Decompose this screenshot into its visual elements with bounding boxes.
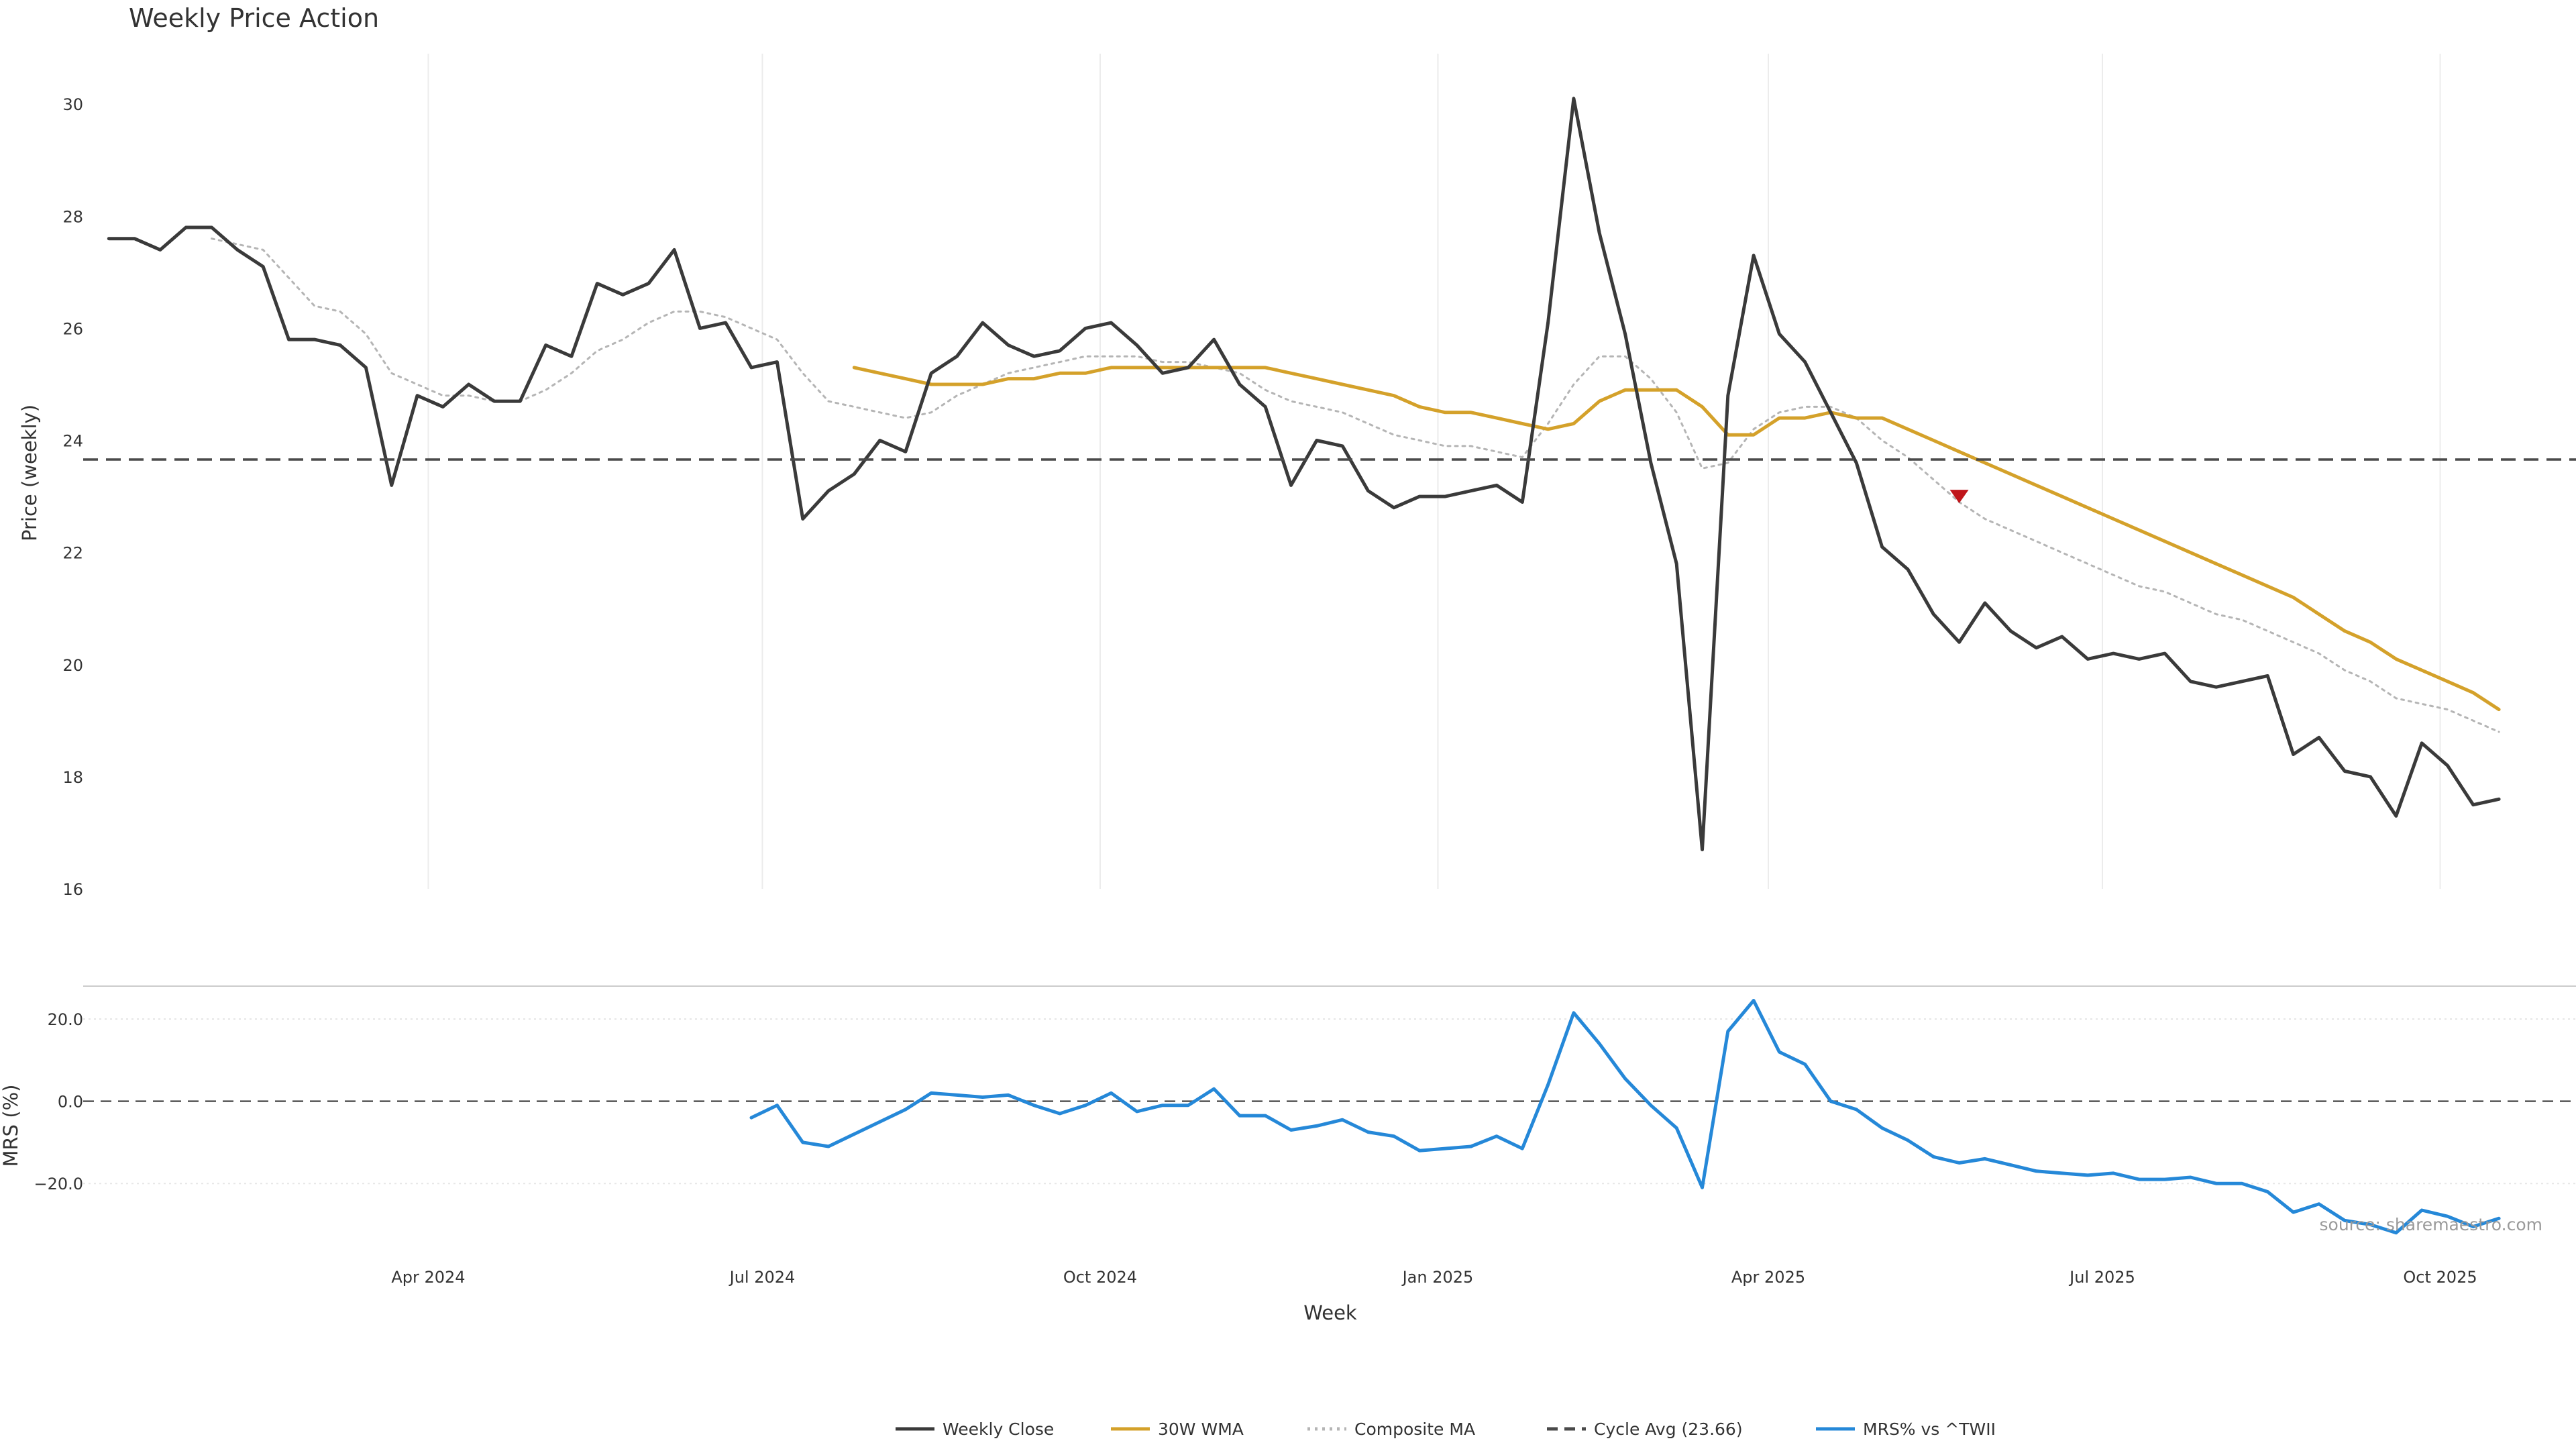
price-panel: 16 18 20 22 24 26 28 30 Price (weekly) bbox=[18, 54, 2576, 899]
source-note: source: sharemaestro.com bbox=[2320, 1215, 2543, 1234]
legend-label: Composite MA bbox=[1354, 1419, 1475, 1439]
legend-item: MRS% vs ^TWII bbox=[1816, 1419, 1996, 1439]
mrs-series bbox=[83, 999, 2576, 1235]
x-tick-label: Apr 2025 bbox=[1731, 1268, 1805, 1287]
legend-label: Weekly Close bbox=[943, 1419, 1054, 1439]
30w-wma-line bbox=[852, 366, 2501, 712]
mrs-line bbox=[749, 999, 2501, 1235]
legend-item: Cycle Avg (23.66) bbox=[1547, 1419, 1743, 1439]
price-y-axis: 16 18 20 22 24 26 28 30 bbox=[62, 95, 83, 899]
price-y-tick-label: 26 bbox=[62, 319, 83, 338]
mrs-panel: 20.0 0.0 −20.0 MRS (%) bbox=[0, 999, 2576, 1235]
price-y-tick-label: 20 bbox=[62, 656, 83, 675]
x-axis-label: Week bbox=[1303, 1301, 1357, 1324]
price-y-tick-label: 28 bbox=[62, 207, 83, 226]
price-series bbox=[83, 97, 2576, 851]
price-vertical-grid bbox=[427, 54, 2441, 889]
legend-label: Cycle Avg (23.66) bbox=[1594, 1419, 1743, 1439]
mrs-y-tick-label: 0.0 bbox=[58, 1093, 83, 1112]
price-y-tick-label: 22 bbox=[62, 544, 83, 563]
x-tick-label: Jan 2025 bbox=[1401, 1268, 1474, 1287]
price-y-axis-label: Price (weekly) bbox=[18, 405, 41, 541]
legend-label: MRS% vs ^TWII bbox=[1863, 1419, 1996, 1439]
price-y-tick-label: 16 bbox=[62, 880, 83, 899]
weekly-close-line bbox=[107, 97, 2501, 851]
sell-signal-marker bbox=[1949, 490, 1969, 504]
x-tick-label: Jul 2025 bbox=[2068, 1268, 2135, 1287]
price-y-tick-label: 24 bbox=[62, 432, 83, 451]
composite-ma-line bbox=[211, 237, 2500, 733]
x-tick-label: Apr 2024 bbox=[391, 1268, 465, 1287]
legend-item: 30W WMA bbox=[1111, 1419, 1244, 1439]
mrs-y-tick-label: −20.0 bbox=[34, 1175, 83, 1193]
legend-label: 30W WMA bbox=[1158, 1419, 1244, 1439]
x-axis: Apr 2024 Jul 2024 Oct 2024 Jan 2025 Apr 2025… bbox=[391, 1268, 2477, 1287]
chart-title: Weekly Price Action bbox=[129, 3, 379, 33]
legend-item: Composite MA bbox=[1307, 1419, 1475, 1439]
mrs-y-axis-label: MRS (%) bbox=[0, 1085, 22, 1167]
legend: Weekly Close 30W WMA Composite MA Cycle Avg… bbox=[896, 1419, 1996, 1439]
mrs-y-tick-label: 20.0 bbox=[48, 1010, 83, 1029]
legend-item: Weekly Close bbox=[896, 1419, 1054, 1439]
x-tick-label: Oct 2025 bbox=[2403, 1268, 2477, 1287]
x-tick-label: Oct 2024 bbox=[1063, 1268, 1137, 1287]
price-y-tick-label: 18 bbox=[62, 768, 83, 787]
price-y-tick-label: 30 bbox=[62, 95, 83, 114]
x-tick-label: Jul 2024 bbox=[729, 1268, 796, 1287]
mrs-y-axis: 20.0 0.0 −20.0 bbox=[34, 1010, 2576, 1193]
